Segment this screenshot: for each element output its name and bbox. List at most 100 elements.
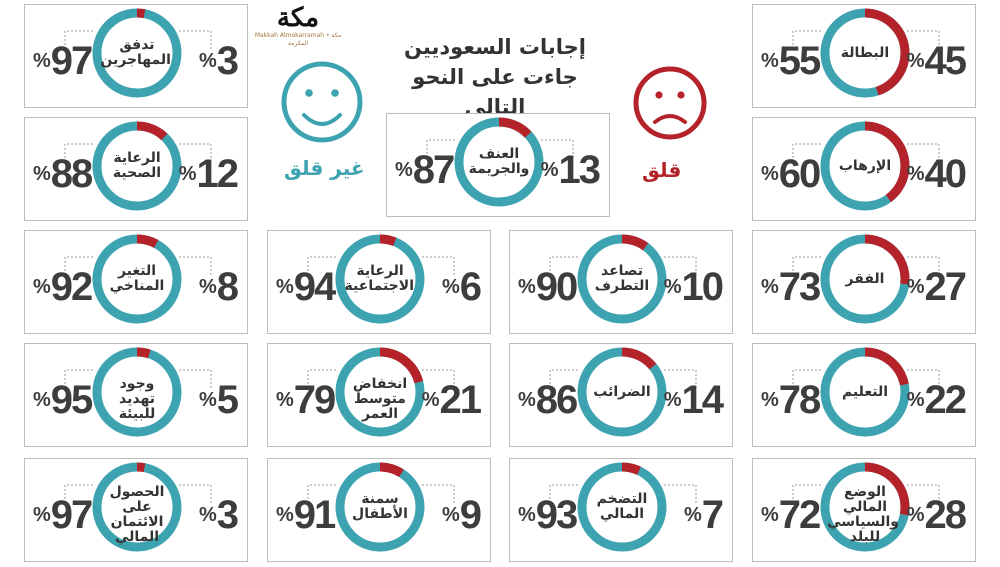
issue-label: التعليم — [841, 383, 889, 400]
issue-label: التضخم المالي — [596, 491, 648, 522]
worried-value: %45 — [906, 39, 967, 83]
value-number: 14 — [681, 378, 724, 422]
value-number: 91 — [293, 493, 336, 537]
worried-arc — [92, 347, 182, 437]
value-number: 10 — [681, 265, 724, 309]
value-number: 92 — [50, 265, 93, 309]
issue-card: البطالة %55 %45 — [752, 4, 976, 108]
logo-subtext: Makkah Almokarramah • مكة المكرمة — [254, 32, 342, 47]
percent-symbol: % — [518, 389, 536, 411]
sad-face-icon — [633, 66, 707, 140]
value-number: 73 — [778, 265, 821, 309]
value-number: 97 — [50, 39, 93, 83]
percent-symbol: % — [178, 163, 197, 185]
donut-chart — [792, 234, 940, 324]
leader-line-right — [422, 369, 455, 388]
percent-symbol: % — [761, 389, 779, 411]
value-number: 22 — [924, 378, 967, 422]
leader-line-right — [907, 30, 940, 49]
leader-line-left — [64, 484, 95, 503]
worried-value: %27 — [906, 265, 967, 309]
donut-chart — [549, 347, 697, 437]
leader-line-left — [307, 369, 338, 388]
issue-card: الحصول على الائتمان المالي %97 %3 — [24, 458, 248, 562]
worried-arc — [92, 8, 182, 98]
value-number: 27 — [924, 265, 967, 309]
percent-symbol: % — [663, 389, 682, 411]
issue-card: الوضع المالي والسياسي للبلد %72 %28 — [752, 458, 976, 562]
percent-symbol: % — [276, 389, 294, 411]
issue-card: الفقر %73 %27 — [752, 230, 976, 334]
percent-symbol: % — [663, 276, 682, 298]
worried-value: %3 — [198, 493, 239, 537]
leader-line-right — [664, 369, 697, 388]
value-number: 78 — [778, 378, 821, 422]
issue-card: الإرهاب %60 %40 — [752, 117, 976, 221]
worried-arc — [92, 462, 182, 552]
not-worried-value: %79 — [276, 378, 336, 422]
leader-line-right — [179, 484, 212, 503]
worried-value: %9 — [441, 493, 482, 537]
percent-symbol: % — [33, 504, 51, 526]
issue-label: تدفق المهاجرين — [100, 37, 171, 68]
leader-line-right — [907, 484, 940, 503]
not-worried-value: %92 — [33, 265, 93, 309]
percent-symbol: % — [761, 276, 779, 298]
worried-arc — [335, 234, 425, 324]
issue-card: التعليم %78 %22 — [752, 343, 976, 447]
leader-line-left — [549, 484, 580, 503]
issue-card: انخفاض متوسط العمر %79 %21 — [267, 343, 491, 447]
value-number: 87 — [412, 148, 455, 192]
percent-symbol: % — [906, 163, 925, 185]
issue-label: انخفاض متوسط العمر — [352, 376, 408, 422]
percent-symbol: % — [441, 504, 460, 526]
worried-value: %3 — [198, 39, 239, 83]
worried-arc — [820, 121, 910, 211]
percent-symbol: % — [761, 504, 779, 526]
percent-symbol: % — [761, 50, 779, 72]
worried-arc — [820, 234, 910, 324]
issue-label: الرعاية الاجتماعية — [344, 263, 414, 294]
percent-symbol: % — [540, 159, 559, 181]
issue-label: الوضع المالي والسياسي للبلد — [827, 483, 899, 545]
leader-line-right — [422, 484, 455, 503]
not-worried-value: %97 — [33, 39, 93, 83]
donut-chart — [307, 234, 455, 324]
worried-arc — [577, 234, 667, 324]
percent-symbol: % — [198, 504, 217, 526]
worried-value: %40 — [906, 152, 967, 196]
issue-label: الفقر — [845, 270, 885, 287]
percent-symbol: % — [906, 504, 925, 526]
percent-symbol: % — [198, 50, 217, 72]
smiley-face-icon — [281, 61, 363, 143]
not-worried-value: %55 — [761, 39, 821, 83]
value-number: 28 — [924, 493, 967, 537]
leader-line-right — [907, 369, 940, 388]
issue-label: العنف والجريمة — [468, 146, 530, 177]
percent-symbol: % — [906, 50, 925, 72]
percent-symbol: % — [906, 276, 925, 298]
worried-value: %6 — [442, 265, 482, 309]
value-number: 45 — [924, 39, 967, 83]
percent-symbol: % — [33, 276, 51, 298]
issue-card: العنف والجريمة %87 %13 — [386, 113, 610, 217]
worried-value: %5 — [199, 378, 239, 422]
donut-chart — [64, 121, 212, 211]
value-number: 93 — [535, 493, 578, 537]
leader-line-left — [64, 143, 95, 162]
worried-arc — [92, 121, 182, 211]
logo-text: مكة — [276, 3, 320, 33]
leader-line-left — [549, 256, 580, 275]
value-number: 79 — [293, 378, 336, 422]
value-number: 72 — [778, 493, 821, 537]
donut-chart — [64, 347, 212, 437]
value-number: 88 — [50, 152, 93, 196]
not-worried-value: %94 — [276, 265, 336, 309]
percent-symbol: % — [518, 276, 536, 298]
worried-value: %22 — [907, 378, 967, 422]
worried-value: %12 — [178, 152, 239, 196]
value-number: 8 — [216, 265, 239, 309]
not-worried-value: %97 — [33, 493, 93, 537]
issue-label: البطالة — [840, 44, 890, 61]
percent-symbol: % — [33, 163, 51, 185]
